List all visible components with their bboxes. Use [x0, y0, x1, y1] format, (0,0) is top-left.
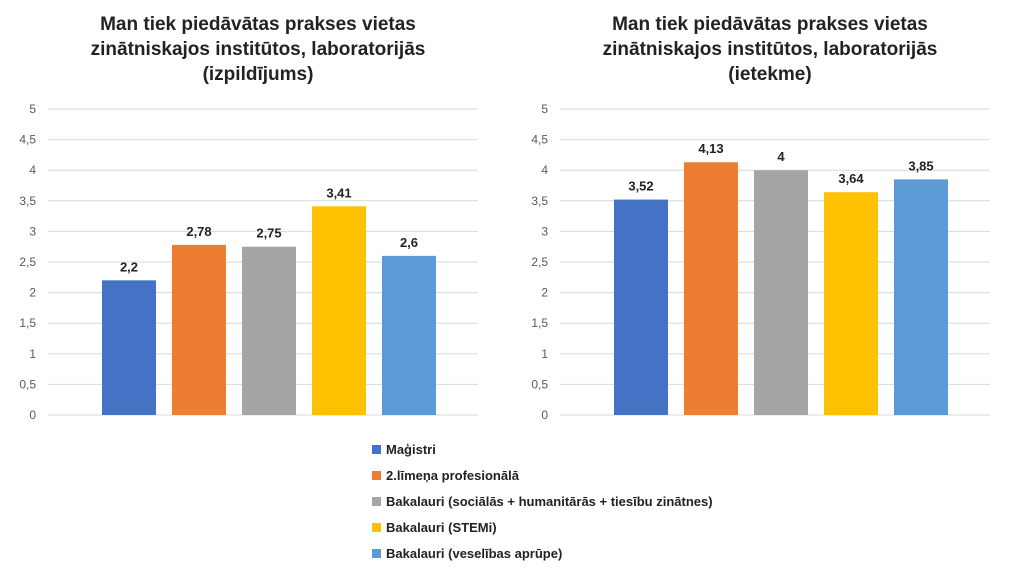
bar [614, 199, 668, 415]
y-tick-label: 3,5 [19, 194, 36, 208]
chart-right: Man tiek piedāvātas prakses vietas zināt… [520, 0, 1020, 432]
bar [312, 206, 366, 415]
y-tick-label: 0,5 [19, 377, 36, 391]
y-tick-label: 4,5 [531, 133, 548, 147]
y-tick-label: 2 [29, 286, 36, 300]
legend: Maģistri 2.līmeņa profesionālā Bakalauri… [372, 436, 713, 566]
legend-label: Bakalauri (sociālās + humanitārās + ties… [386, 493, 713, 509]
bar [754, 170, 808, 415]
legend-swatch [372, 496, 381, 506]
y-tick-label: 3 [541, 224, 548, 238]
bar [684, 162, 738, 415]
bar-data-label: 2,78 [186, 224, 211, 239]
y-tick-label: 2 [541, 286, 548, 300]
y-tick-label: 4,5 [19, 133, 36, 147]
chart-right-title: Man tiek piedāvātas prakses vietas zināt… [520, 12, 1020, 87]
chart-right-title-line-1: Man tiek piedāvātas prakses vietas [612, 14, 928, 35]
legend-label: Bakalauri (veselības aprūpe) [386, 545, 563, 561]
y-tick-label: 0,5 [531, 377, 548, 391]
legend-item-bakalauri-stemi: Bakalauri (STEMi) [372, 514, 713, 540]
bar-data-label: 3,41 [326, 185, 351, 200]
legend-swatch [372, 470, 381, 480]
bar-data-label: 2,6 [400, 235, 418, 250]
y-tick-label: 5 [29, 102, 36, 116]
bar [242, 246, 296, 415]
y-tick-label: 2,5 [19, 255, 36, 269]
bar-data-label: 2,2 [120, 259, 138, 274]
legend-label: Maģistri [386, 441, 436, 457]
chart-left-plot: 0 0,5 1 1,5 2 2,5 3 3,5 4 4,5 5 2,2 2,78 2,75 3,41 2,6 [19, 102, 478, 422]
legend-label: 2.līmeņa profesionālā [386, 467, 519, 483]
chart-left-title-line-2: zinātniskajos institūtos, laboratorijās [90, 39, 426, 60]
bar-data-label: 4,13 [698, 141, 723, 156]
legend-item-bakalauri-vesel: Bakalauri (veselības aprūpe) [372, 540, 713, 566]
bar [894, 179, 948, 415]
y-tick-label: 4 [29, 163, 36, 177]
legend-swatch [372, 522, 381, 532]
y-tick-label: 1,5 [531, 316, 548, 330]
legend-item-bakalauri-soc: Bakalauri (sociālās + humanitārās + ties… [372, 488, 713, 514]
chart-right-title-line-3: (ietekme) [728, 64, 812, 85]
chart-left-title-line-1: Man tiek piedāvātas prakses vietas [100, 14, 416, 35]
bar [102, 280, 156, 415]
legend-swatch [372, 444, 381, 454]
legend-item-2-limena: 2.līmeņa profesionālā [372, 462, 713, 488]
y-tick-label: 0 [29, 408, 36, 422]
y-tick-label: 3 [29, 224, 36, 238]
bar-data-label: 3,85 [908, 158, 933, 173]
bar-data-label: 3,52 [628, 179, 653, 194]
chart-right-plot: 0 0,5 1 1,5 2 2,5 3 3,5 4 4,5 5 3,52 4,13 4 3,64 3,85 [531, 102, 990, 422]
chart-left-title: Man tiek piedāvātas prakses vietas zināt… [8, 12, 508, 87]
legend-item-magistri: Maģistri [372, 436, 713, 462]
bar-data-label: 4 [777, 149, 785, 164]
chart-left: Man tiek piedāvātas prakses vietas zināt… [8, 0, 508, 432]
y-tick-label: 1,5 [19, 316, 36, 330]
y-tick-label: 1 [29, 347, 36, 361]
y-tick-label: 4 [541, 163, 548, 177]
y-tick-label: 2,5 [531, 255, 548, 269]
bar-data-label: 2,75 [256, 226, 281, 241]
chart-right-title-line-2: zinātniskajos institūtos, laboratorijās [602, 39, 938, 60]
bar-data-label: 3,64 [838, 171, 864, 186]
y-tick-label: 3,5 [531, 194, 548, 208]
bar [172, 244, 226, 415]
y-tick-label: 5 [541, 102, 548, 116]
y-tick-label: 1 [541, 347, 548, 361]
chart-left-title-line-3: (izpildījums) [202, 64, 314, 85]
legend-swatch [372, 548, 381, 558]
bar [382, 255, 436, 415]
bar [824, 192, 878, 415]
y-tick-label: 0 [541, 408, 548, 422]
legend-label: Bakalauri (STEMi) [386, 519, 497, 535]
